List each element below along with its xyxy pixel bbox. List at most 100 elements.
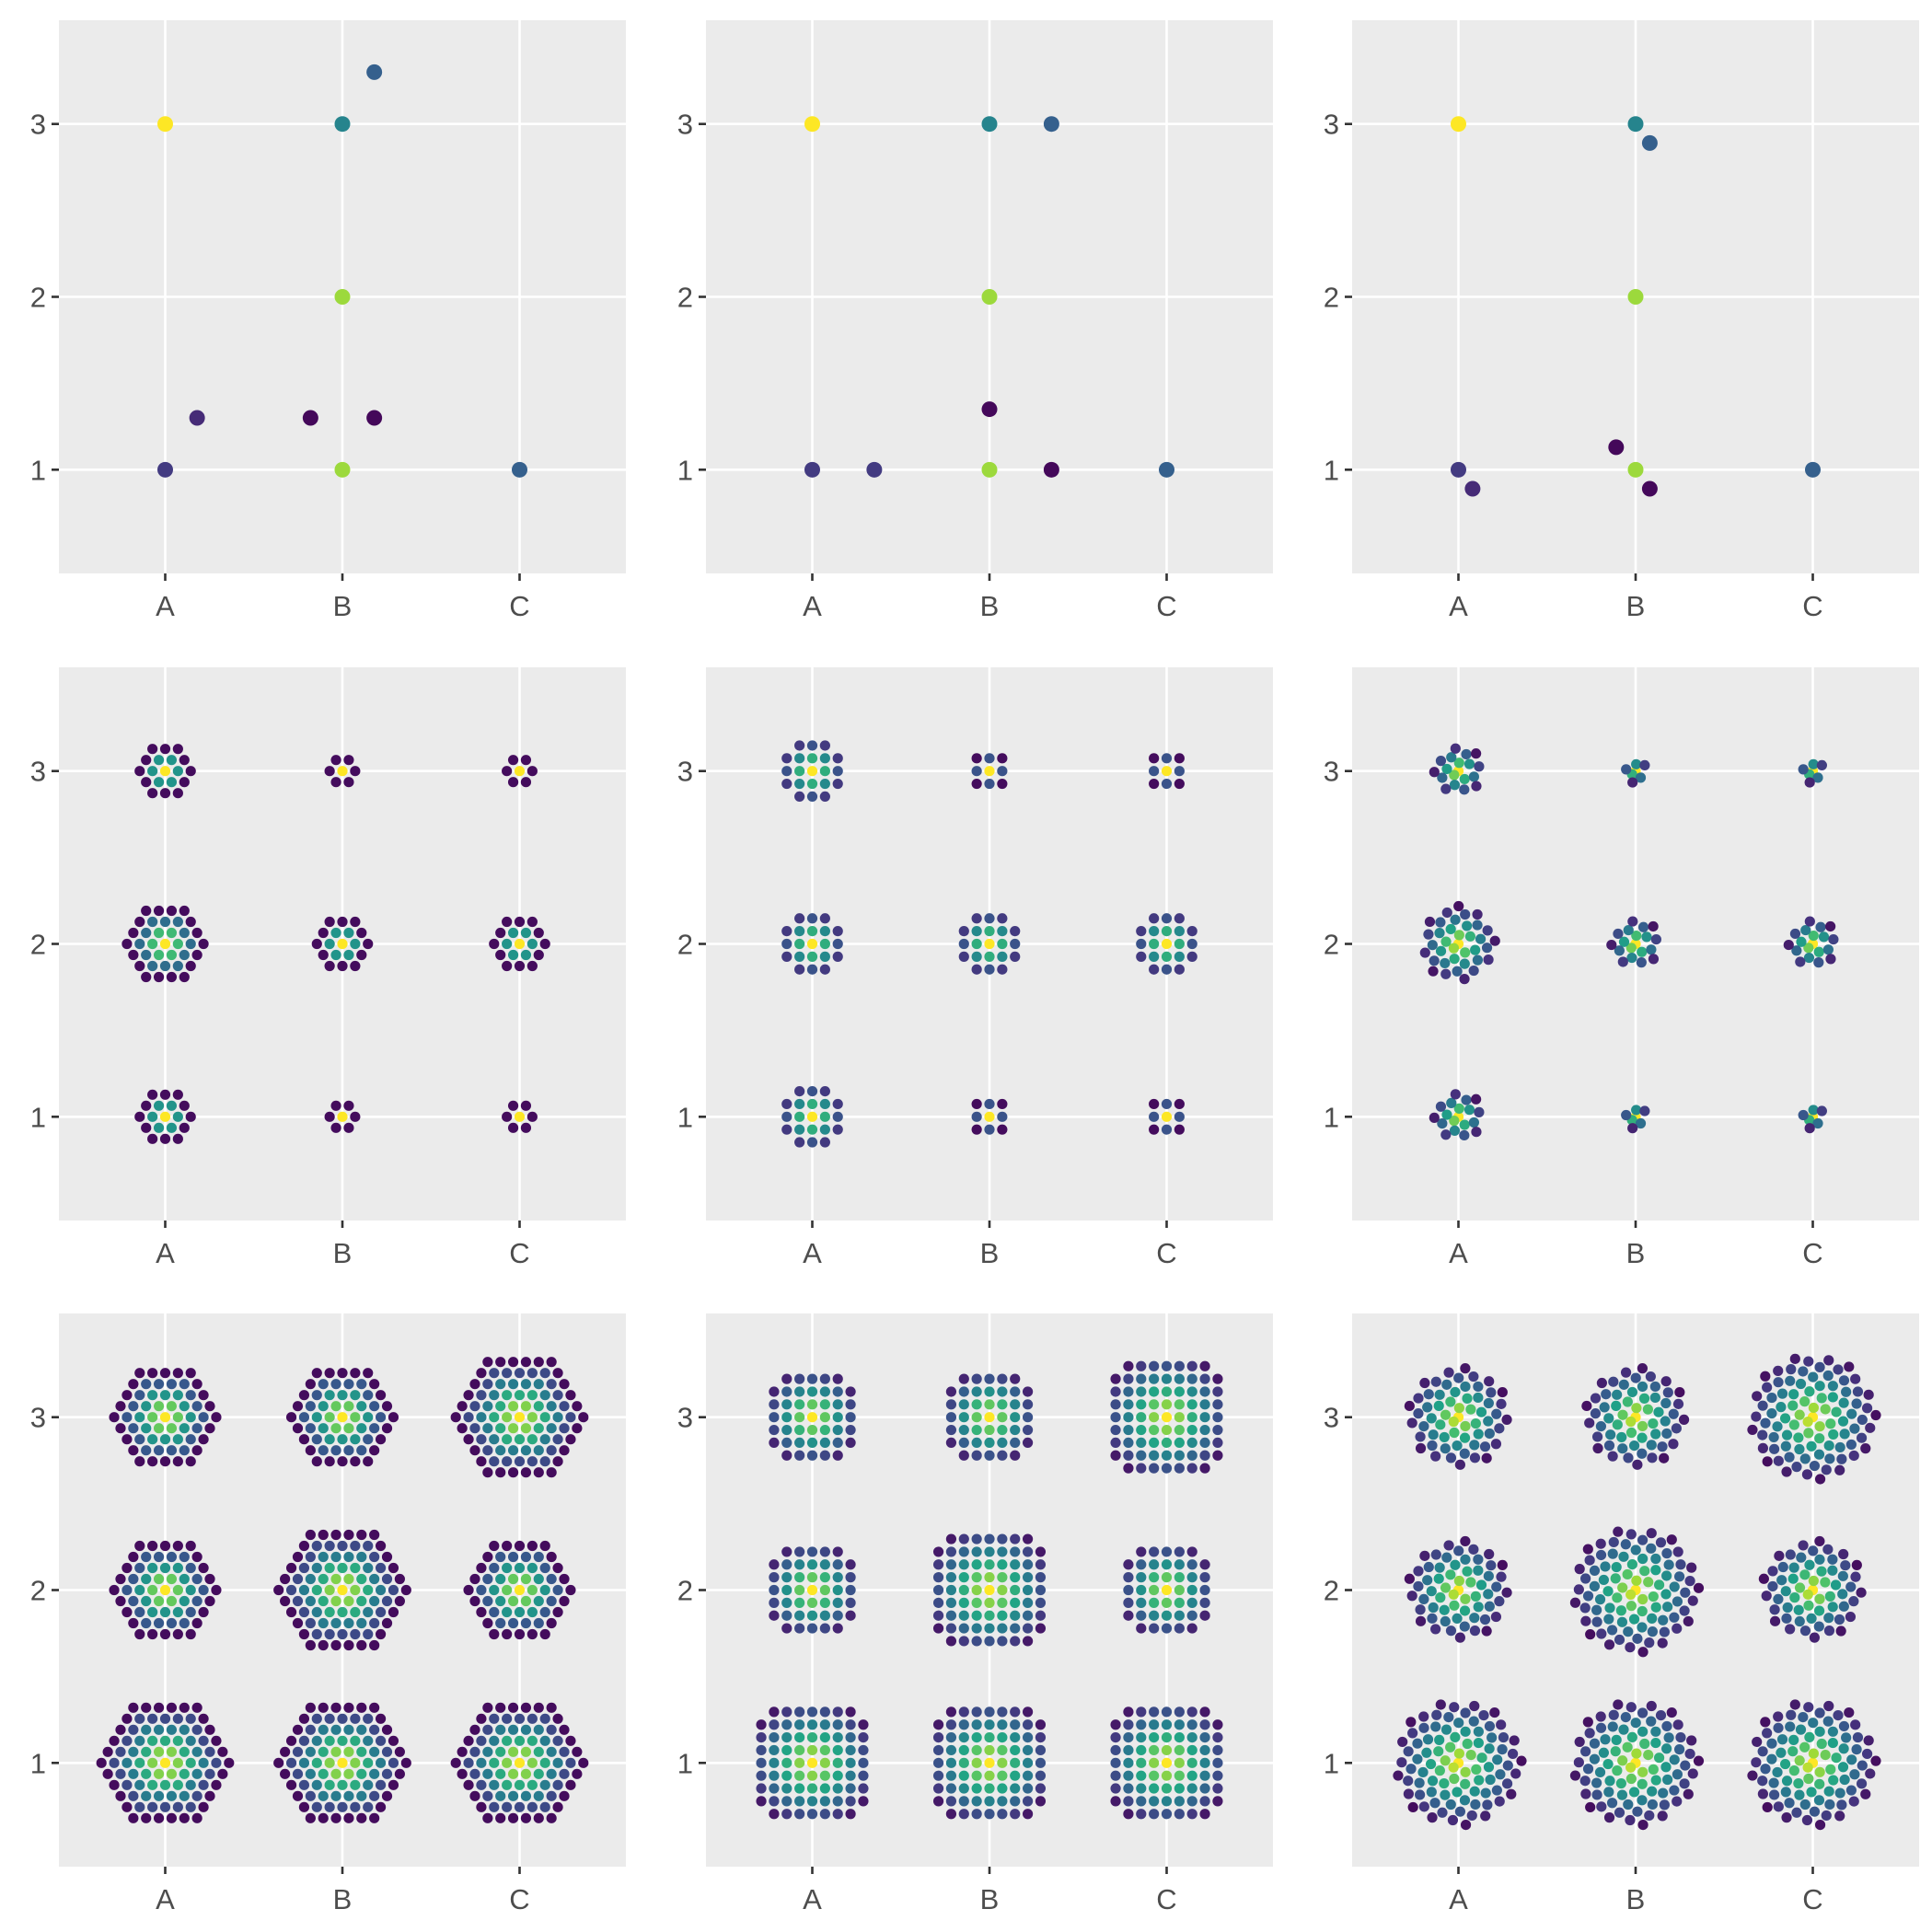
data-point (147, 1757, 158, 1768)
data-point (1440, 968, 1452, 979)
data-point (971, 938, 982, 950)
data-point (1161, 1373, 1173, 1384)
data-point (495, 1445, 506, 1456)
data-point (832, 951, 843, 962)
data-point (1459, 958, 1470, 969)
data-point (159, 916, 171, 928)
data-point (166, 1724, 178, 1735)
data-point (141, 755, 152, 766)
data-point (476, 1735, 487, 1746)
data-point (794, 766, 805, 777)
data-point (781, 1450, 792, 1461)
data-point (1808, 1402, 1819, 1414)
data-point (172, 1562, 183, 1574)
data-point (1407, 1728, 1418, 1739)
data-point (1679, 1605, 1690, 1616)
data-point (1439, 1431, 1450, 1443)
data-point (552, 1779, 563, 1790)
data-point (298, 1434, 310, 1445)
data-point (356, 1812, 367, 1823)
data-point (1469, 1440, 1480, 1451)
data-point (1149, 1399, 1160, 1410)
data-point (945, 1386, 957, 1397)
data-point (1637, 1778, 1648, 1789)
data-point (514, 1713, 526, 1724)
data-point (363, 1779, 374, 1790)
data-point (1429, 767, 1440, 778)
data-point (134, 938, 145, 950)
data-point (1658, 1614, 1669, 1625)
data-point (781, 1412, 792, 1423)
data-point (1406, 1591, 1417, 1602)
data-point (1610, 1573, 1621, 1584)
data-point (1806, 1613, 1817, 1625)
data-point (1136, 1437, 1147, 1449)
data-point (292, 1573, 304, 1585)
data-point (134, 766, 145, 777)
data-point (115, 1423, 126, 1434)
data-point (1496, 1719, 1507, 1730)
data-point (128, 949, 139, 961)
data-point (363, 1434, 374, 1445)
data-point (526, 1801, 538, 1812)
data-point (159, 1735, 171, 1746)
data-point (997, 1706, 1008, 1718)
data-point (1161, 951, 1173, 962)
data-point (1448, 1589, 1459, 1600)
data-point (794, 1706, 805, 1718)
data-point (457, 1401, 468, 1412)
data-point (794, 1373, 805, 1384)
data-point (1010, 1450, 1021, 1461)
data-point (971, 1636, 982, 1647)
data-point (330, 755, 341, 766)
data-point (179, 777, 190, 788)
data-point (128, 1768, 139, 1779)
data-point (1440, 1615, 1451, 1627)
data-point (1648, 1764, 1659, 1775)
data-point (350, 1390, 361, 1401)
data-point (489, 1562, 500, 1574)
data-point (1823, 1613, 1834, 1624)
data-point (1450, 743, 1461, 754)
data-point (1625, 943, 1637, 954)
data-point (1661, 1743, 1672, 1754)
data-point (1788, 1419, 1799, 1430)
data-point (1136, 1809, 1147, 1820)
data-point (1149, 1360, 1160, 1371)
data-point (1149, 1719, 1160, 1730)
data-point (166, 1401, 178, 1412)
data-point (394, 1595, 405, 1607)
data-point (330, 1445, 341, 1456)
data-point (832, 1731, 843, 1743)
data-point (495, 1401, 506, 1412)
data-point (507, 1401, 519, 1412)
data-point (381, 1746, 393, 1757)
data-point (1472, 920, 1483, 931)
data-point (971, 1783, 982, 1794)
y-tick-label: 1 (677, 1747, 693, 1779)
data-point (324, 1779, 335, 1790)
data-point (1836, 1799, 1847, 1811)
data-point (1010, 1731, 1021, 1743)
data-point (769, 1572, 780, 1583)
data-point (997, 1796, 1008, 1807)
data-point (159, 744, 171, 755)
data-point (945, 1783, 957, 1794)
data-point (756, 1744, 767, 1756)
data-point (350, 1540, 361, 1552)
data-point (1672, 1398, 1684, 1409)
data-point (958, 1796, 969, 1807)
data-point (166, 1617, 178, 1629)
data-point (997, 1783, 1008, 1794)
data-point (166, 927, 178, 939)
data-point (1762, 1801, 1773, 1813)
data-point (495, 1617, 506, 1629)
data-point (1865, 1422, 1876, 1433)
data-point (463, 1584, 474, 1596)
data-point (1449, 769, 1460, 781)
data-point (469, 1768, 480, 1779)
data-point (1781, 1429, 1793, 1440)
data-point (794, 964, 805, 975)
data-point (1663, 1732, 1674, 1743)
